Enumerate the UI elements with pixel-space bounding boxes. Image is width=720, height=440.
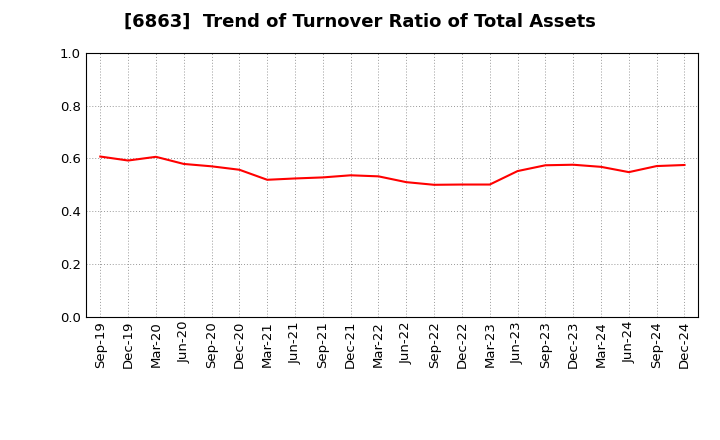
Text: [6863]  Trend of Turnover Ratio of Total Assets: [6863] Trend of Turnover Ratio of Total … — [124, 13, 596, 31]
